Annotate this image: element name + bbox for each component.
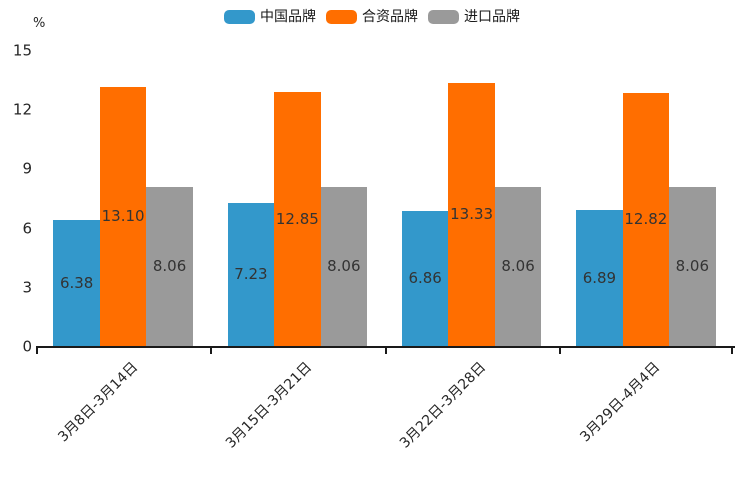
bar-value-label: 8.06 [327, 256, 361, 275]
y-axis-tick-label: 3 [22, 278, 32, 297]
bar-进口品牌-group3: 8.06 [669, 186, 716, 346]
legend: 中国品牌 合资品牌 进口品牌 [0, 10, 744, 24]
y-axis-tick-label: 0 [22, 337, 32, 356]
bar-value-label: 13.33 [450, 204, 494, 223]
bar-中国品牌-group2: 6.86 [401, 210, 449, 346]
x-axis-category-label: 3月8日-3月14日 [54, 359, 141, 446]
bar-合资品牌-group3: 12.82 [622, 93, 670, 346]
bar-value-label: 6.38 [59, 273, 94, 292]
bar-value-label: 12.82 [624, 210, 668, 228]
bar-value-label: 13.10 [101, 207, 145, 226]
bar-进口品牌-group1: 8.06 [320, 186, 368, 346]
bar-合资品牌-group2: 13.33 [448, 82, 495, 346]
x-axis-tick-mark [558, 348, 561, 354]
bar-value-label: 12.85 [275, 209, 319, 228]
bar-中国品牌-group3: 6.89 [576, 210, 623, 346]
x-axis-tick-mark [384, 348, 387, 354]
bar-合资品牌-group1: 12.85 [274, 92, 321, 346]
bar-中国品牌-group0: 6.38 [53, 220, 100, 346]
y-axis-unit-label: % [33, 16, 46, 31]
legend-item-0: 中国品牌 [224, 10, 316, 24]
bar-value-label: 8.06 [152, 256, 187, 275]
x-axis-tick-mark [210, 348, 213, 354]
bar-value-label: 6.86 [408, 268, 442, 287]
x-axis-category-label: 3月15日-3月21日 [222, 359, 315, 452]
legend-swatch-icon [326, 10, 357, 24]
legend-item-label: 进口品牌 [464, 9, 520, 25]
legend-swatch-icon [224, 10, 255, 24]
bar-value-label: 6.89 [582, 268, 617, 287]
bar-进口品牌-group2: 8.06 [494, 186, 542, 346]
x-axis-category-label: 3月22日-3月28日 [396, 359, 490, 452]
bar-value-label: 7.23 [234, 265, 268, 284]
legend-item-2: 进口品牌 [428, 10, 520, 24]
bar-value-label: 8.06 [501, 256, 535, 275]
bar-合资品牌-group0: 13.10 [99, 87, 147, 346]
y-axis-tick-label: 9 [22, 159, 32, 178]
legend-item-1: 合资品牌 [326, 10, 418, 24]
bar-中国品牌-group1: 7.23 [227, 203, 275, 346]
legend-swatch-icon [428, 10, 459, 24]
legend-item-label: 合资品牌 [362, 9, 418, 25]
y-axis-tick-label: 6 [22, 219, 32, 238]
x-axis-tick-mark [36, 348, 38, 354]
bar-value-label: 8.06 [675, 256, 710, 275]
x-axis-line [36, 346, 735, 348]
y-axis-tick-label: 12 [12, 100, 32, 119]
y-axis-tick-label: 15 [12, 41, 32, 60]
legend-item-label: 中国品牌 [260, 9, 316, 25]
x-axis-tick-mark [731, 348, 733, 354]
bar-进口品牌-group0: 8.06 [146, 186, 193, 346]
x-axis-category-label: 3月29日-4月4日 [577, 359, 664, 446]
